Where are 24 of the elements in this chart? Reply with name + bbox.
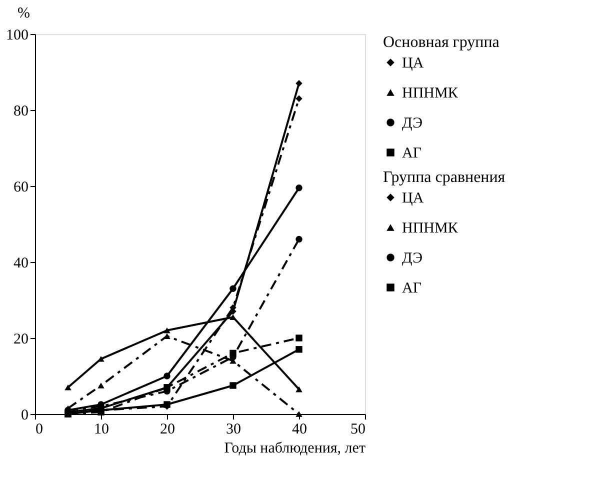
y-tick-label: 100 xyxy=(6,28,28,44)
text: Основная группа xyxy=(383,34,500,51)
legend-label: НПНМК xyxy=(402,86,459,102)
x-tick-label: 30 xyxy=(226,422,241,438)
x-axis-title: Годы наблюдения, лет xyxy=(224,440,366,456)
legend-label: НПНМК xyxy=(402,220,459,236)
y-tick-label: 80 xyxy=(14,104,28,120)
y-tick-label: 40 xyxy=(14,256,28,272)
x-tick-label: 20 xyxy=(160,422,175,438)
x-tick-label: 10 xyxy=(94,422,109,438)
y-tick-label: 20 xyxy=(14,332,28,348)
x-tick-label: 50 xyxy=(350,422,366,438)
y-tick-label: 60 xyxy=(14,180,28,196)
legend-label: АГ xyxy=(402,280,422,296)
legend-label: ДЭ xyxy=(402,250,423,266)
legend-label: АГ xyxy=(402,146,422,162)
x-tick-label: 40 xyxy=(292,422,307,438)
y-tick-label: 0 xyxy=(21,408,28,424)
text: Группа сравнения xyxy=(383,169,506,186)
y-axis-title: % xyxy=(18,6,30,22)
legend-label: ДЭ xyxy=(402,116,423,132)
legend-label: ЦА xyxy=(402,190,424,206)
x-tick-label: 0 xyxy=(36,422,43,438)
legend-label: ЦА xyxy=(402,56,424,72)
